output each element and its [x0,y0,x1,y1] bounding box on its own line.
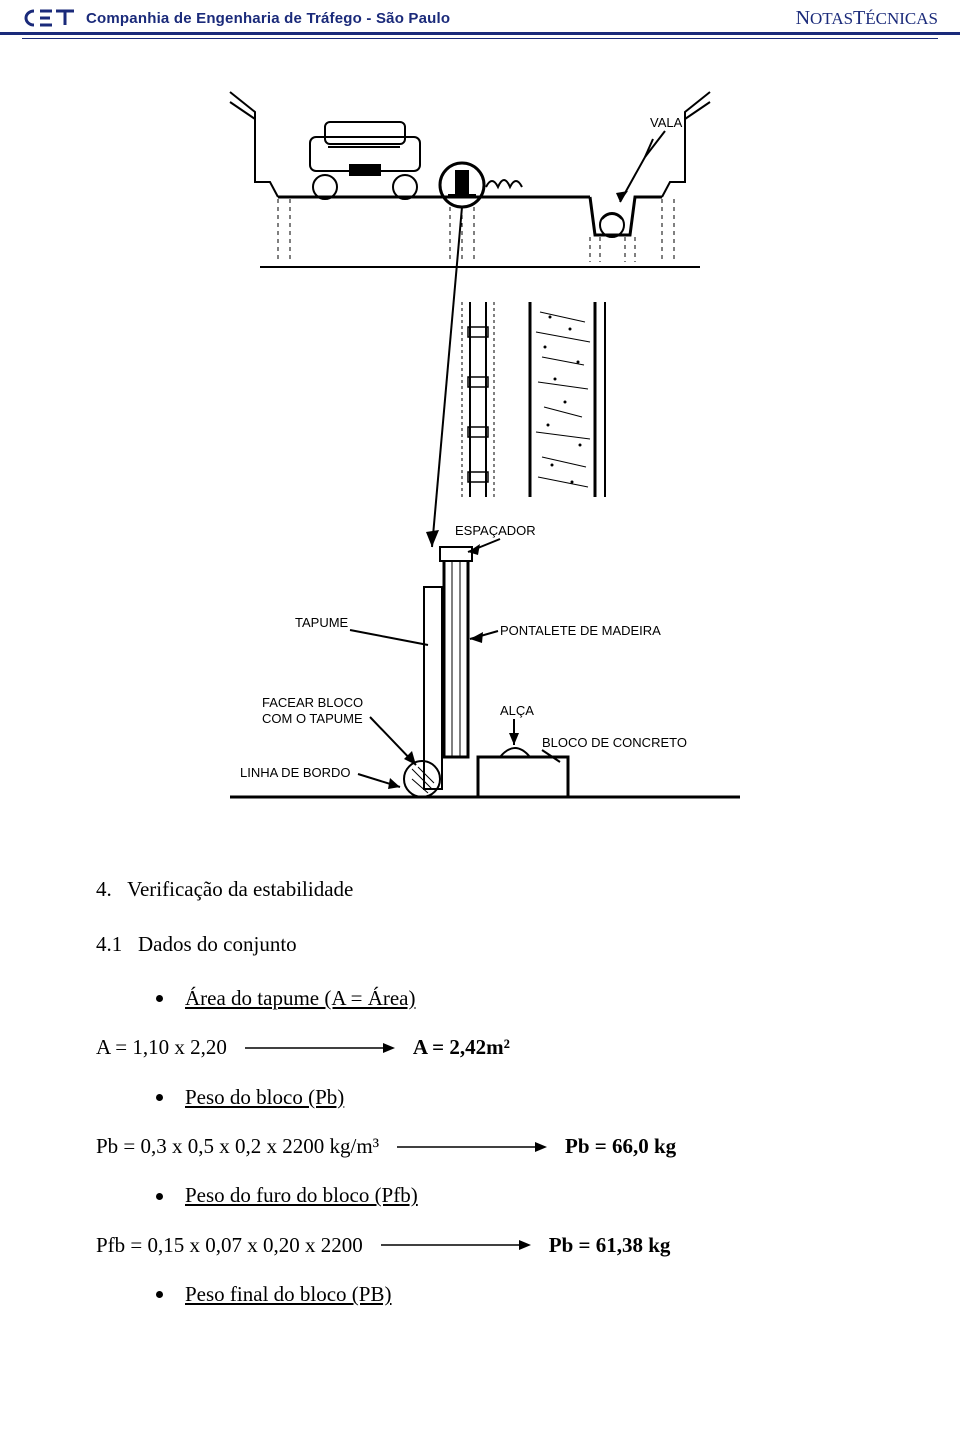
bullet-text: Área do tapume (A = Área) [185,984,416,1013]
header-left: Companhia de Engenharia de Tráfego - São… [22,6,450,30]
cet-logo-icon [22,6,76,30]
label-linha: LINHA DE BORDO [240,765,351,780]
bullet-dot-icon [156,1291,163,1298]
subsection-heading: 4.1 Dados do conjunto [96,930,864,959]
company-name: Companhia de Engenharia de Tráfego - São… [86,10,450,27]
header-rule [22,38,938,39]
formula-rhs: Pb = 61,38 kg [549,1231,671,1260]
arrow-icon [397,1140,547,1154]
formula-row: Pfb = 0,15 x 0,07 x 0,20 x 2200 Pb = 61,… [96,1231,864,1260]
bullet-text: Peso do furo do bloco (Pfb) [185,1181,418,1210]
section-title: Verificação da estabilidade [127,877,353,901]
section-heading: 4. Verificação da estabilidade [96,875,864,904]
subsection-title: Dados do conjunto [138,932,297,956]
label-vala: VALA [650,115,683,130]
formula-row: A = 1,10 x 2,20 A = 2,42m² [96,1033,864,1062]
label-alca: ALÇA [500,703,534,718]
formula-lhs: Pb = 0,3 x 0,5 x 0,2 x 2200 kg/m³ [96,1132,379,1161]
page-header: Companhia de Engenharia de Tráfego - São… [0,0,960,35]
label-comotapume: COM O TAPUME [262,711,363,726]
bullet-item: Peso do furo do bloco (Pfb) [156,1181,864,1210]
formula-rhs: A = 2,42m² [413,1033,510,1062]
formula-row: Pb = 0,3 x 0,5 x 0,2 x 2200 kg/m³ Pb = 6… [96,1132,864,1161]
bullet-text: Peso final do bloco (PB) [185,1280,391,1309]
bullet-text: Peso do bloco (Pb) [185,1083,344,1112]
label-tapume: TAPUME [295,615,349,630]
notas-tecnicas-label: NOTASTÉCNICAS [796,7,938,30]
label-facear: FACEAR BLOCO [262,695,363,710]
formula-lhs: Pfb = 0,15 x 0,07 x 0,20 x 2200 [96,1231,363,1260]
bullet-dot-icon [156,1193,163,1200]
formula-rhs: Pb = 66,0 kg [565,1132,676,1161]
label-bloco: BLOCO DE CONCRETO [542,735,687,750]
arrow-icon [245,1041,395,1055]
bullet-item: Área do tapume (A = Área) [156,984,864,1013]
subsection-number: 4.1 [96,932,122,956]
content-body: 4. Verificação da estabilidade 4.1 Dados… [0,837,960,1310]
technical-diagram: VALA [200,67,760,837]
label-pontalete: PONTALETE DE MADEIRA [500,623,661,638]
arrow-icon [381,1238,531,1252]
bullet-dot-icon [156,1094,163,1101]
label-espacador: ESPAÇADOR [455,523,536,538]
formula-lhs: A = 1,10 x 2,20 [96,1033,227,1062]
bullet-item: Peso final do bloco (PB) [156,1280,864,1309]
bullet-item: Peso do bloco (Pb) [156,1083,864,1112]
section-number: 4. [96,877,112,901]
bullet-dot-icon [156,995,163,1002]
